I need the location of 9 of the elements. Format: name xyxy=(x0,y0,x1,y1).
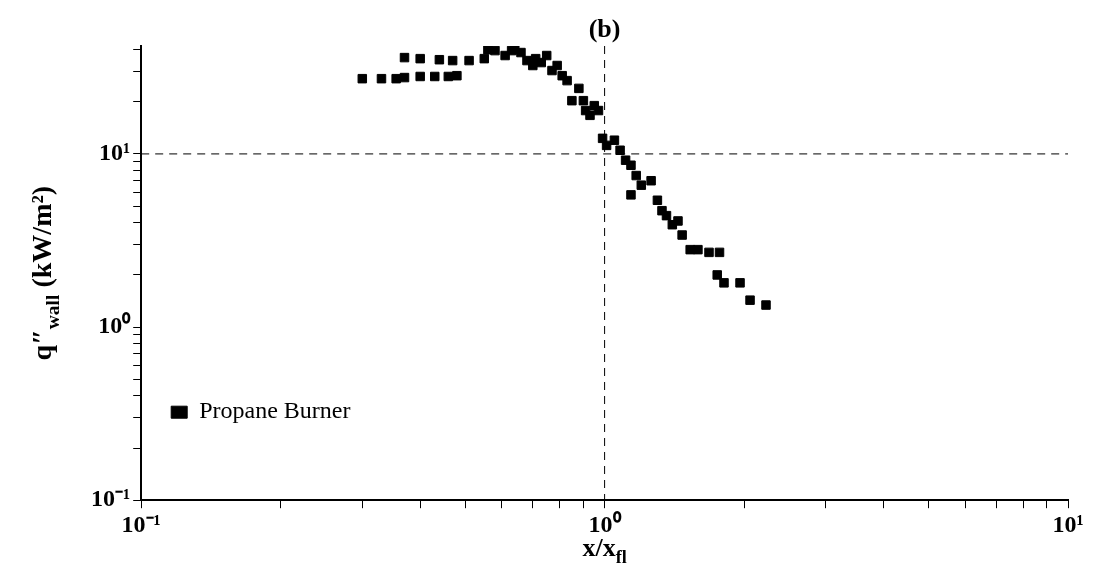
y-axis-title: q″wall (kW/m²) xyxy=(26,185,63,361)
x-tick-label: 10⁰ xyxy=(588,510,622,537)
y-tick-label: 10⁰ xyxy=(98,312,132,339)
x-tick-label: 10⁻¹ xyxy=(121,510,161,537)
legend-label: Propane Burner xyxy=(199,397,351,424)
y-tick-label: 10¹ xyxy=(98,139,131,166)
y-tick-label: 10⁻¹ xyxy=(90,485,131,512)
x-tick-label: 10¹ xyxy=(1052,510,1084,537)
chart-title: (b) xyxy=(588,13,621,43)
